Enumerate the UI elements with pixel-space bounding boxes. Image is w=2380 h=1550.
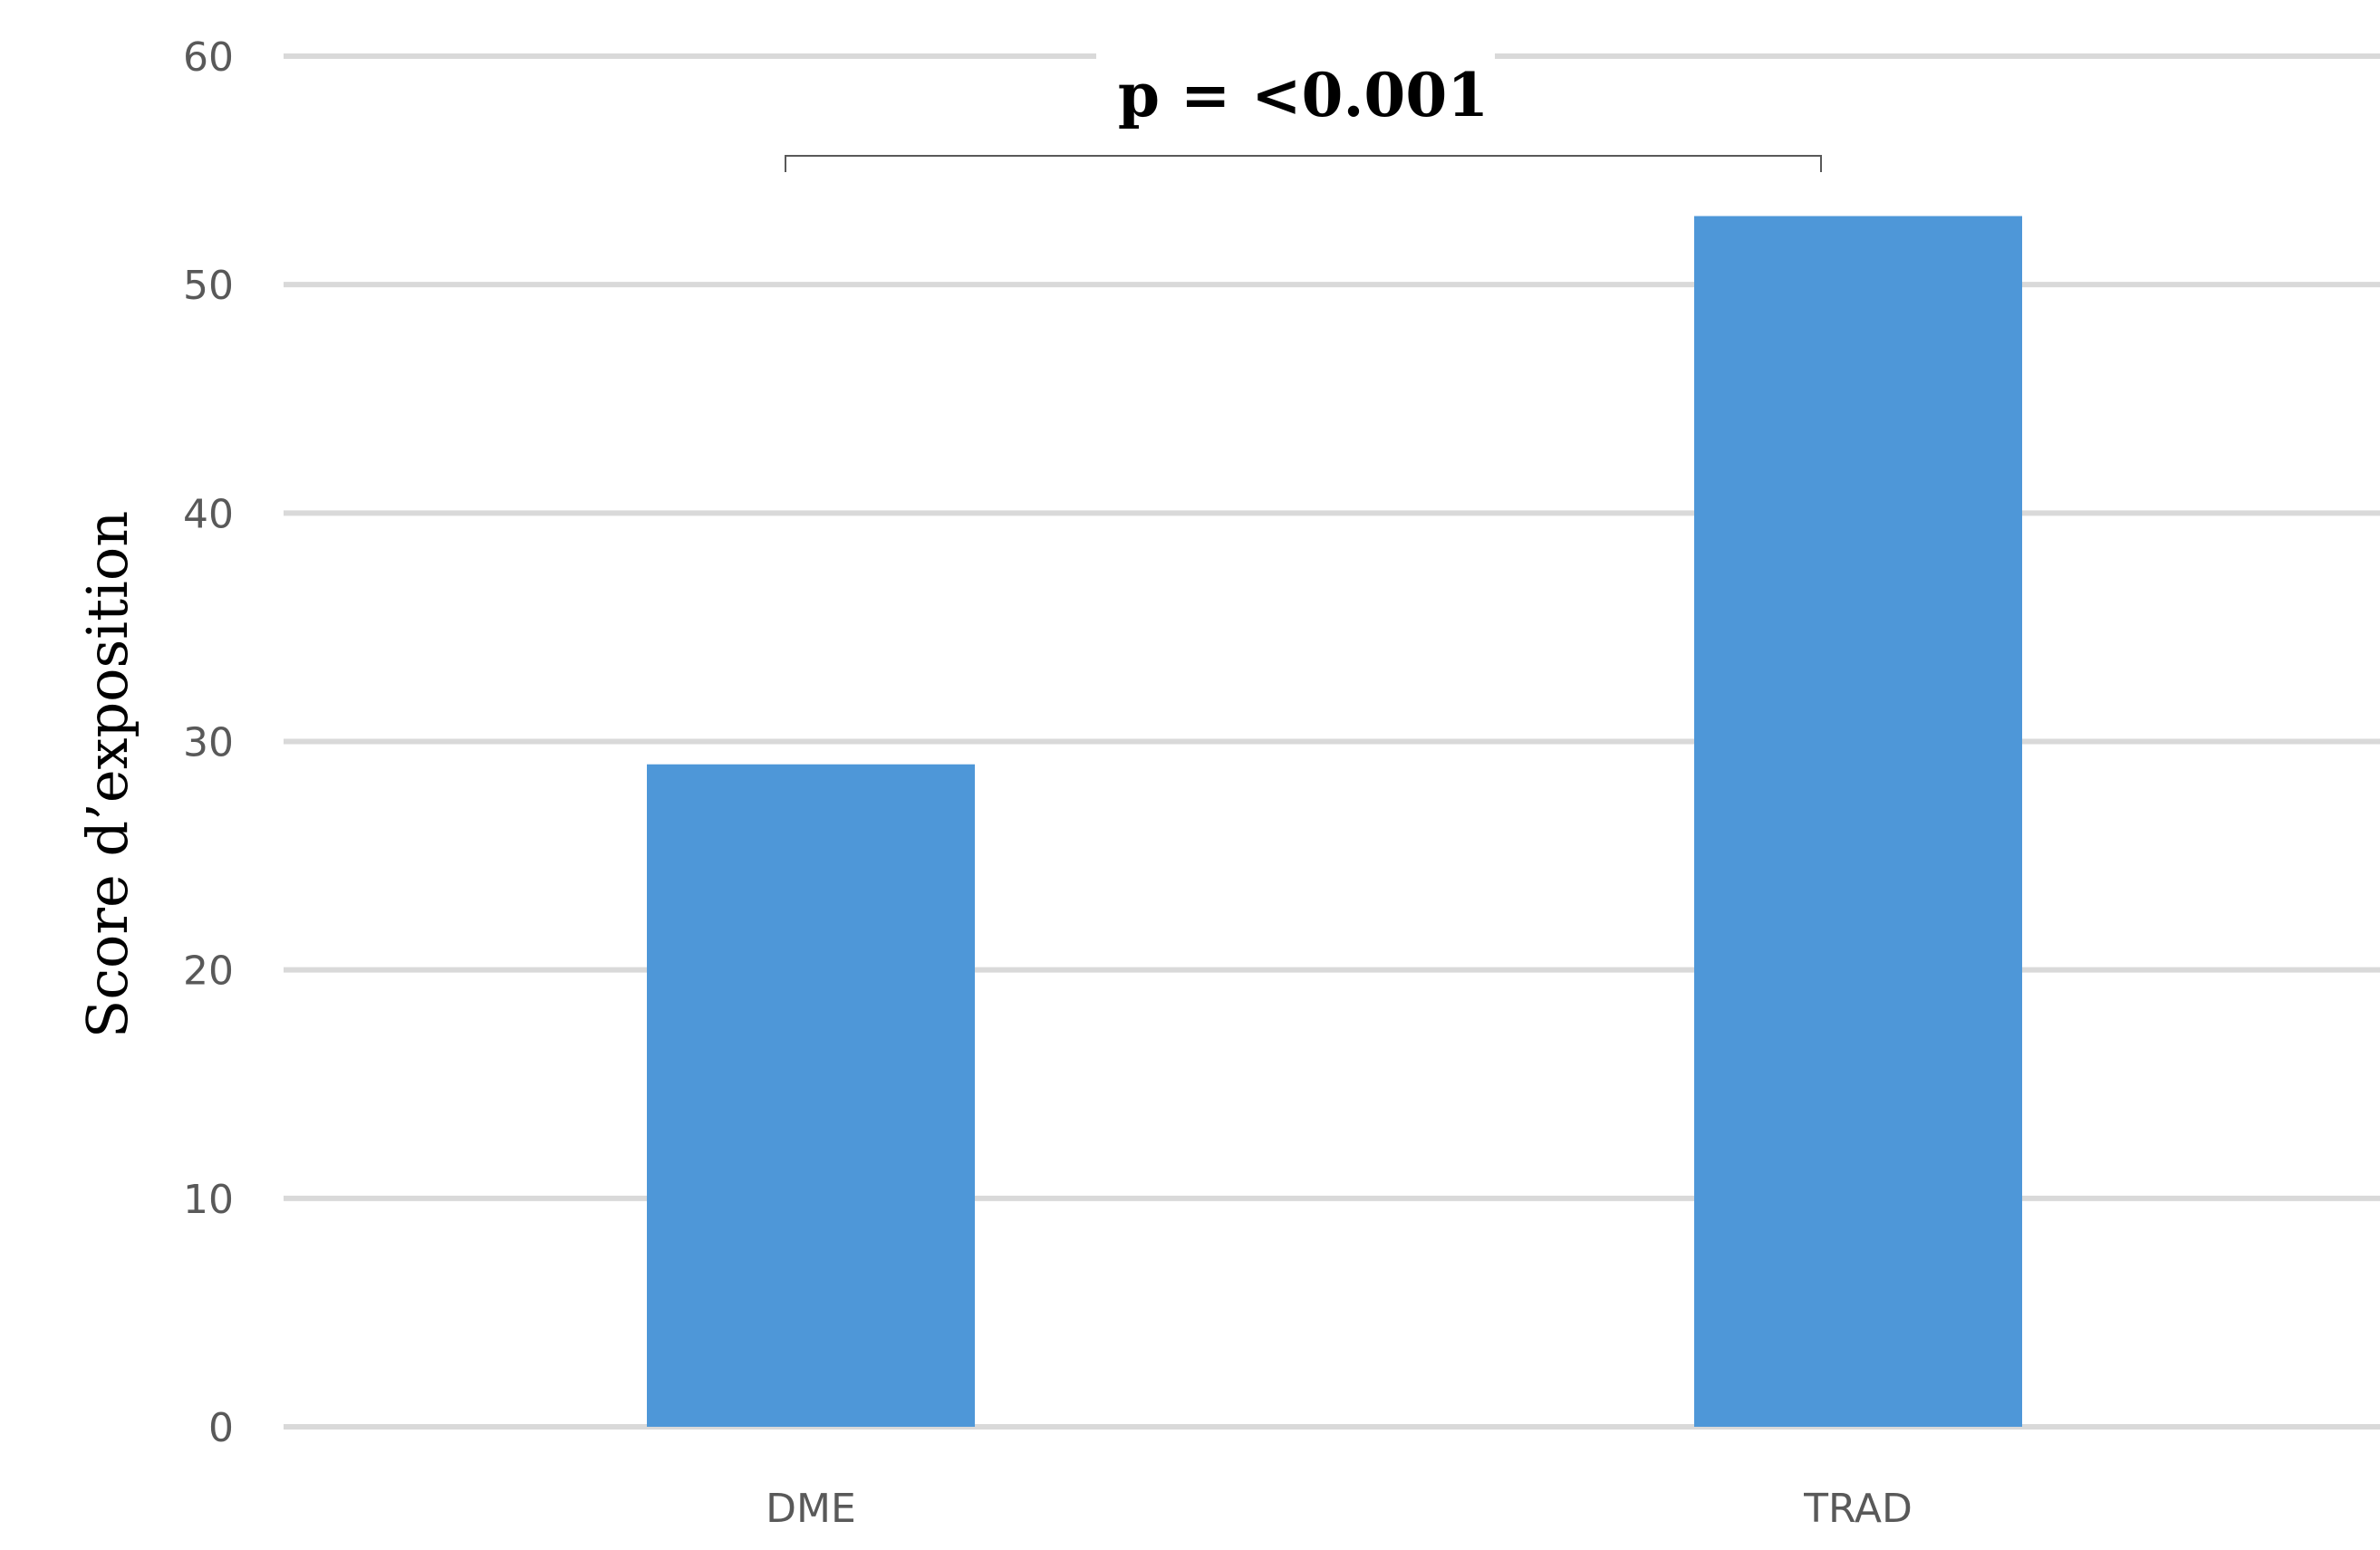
bar-trad xyxy=(1694,216,2022,1428)
y-axis-label: Score d’exposition xyxy=(74,511,140,1038)
significance-bracket xyxy=(785,36,1822,172)
y-tick-label-50: 50 xyxy=(183,263,234,309)
y-tick-label-30: 30 xyxy=(183,720,234,766)
x-category-label-trad: TRAD xyxy=(1803,1486,1913,1532)
significance-bracket-line xyxy=(785,155,1822,172)
p-value-annotation: p = <0.001 xyxy=(1118,60,1489,130)
gridlines xyxy=(284,53,2380,1430)
y-tick-label-40: 40 xyxy=(183,491,234,537)
y-tick-label-20: 20 xyxy=(183,948,234,995)
y-axis-ticks: 0 10 20 30 40 50 60 xyxy=(183,34,234,1451)
bars xyxy=(647,216,2022,1428)
y-tick-label-0: 0 xyxy=(208,1405,234,1451)
bar-dme xyxy=(647,764,975,1427)
y-tick-label-60: 60 xyxy=(183,34,234,81)
x-category-label-dme: DME xyxy=(766,1486,856,1532)
annotation-background xyxy=(1096,36,1495,82)
y-tick-label-10: 10 xyxy=(183,1177,234,1223)
x-axis-categories: DME TRAD xyxy=(766,1486,1913,1532)
